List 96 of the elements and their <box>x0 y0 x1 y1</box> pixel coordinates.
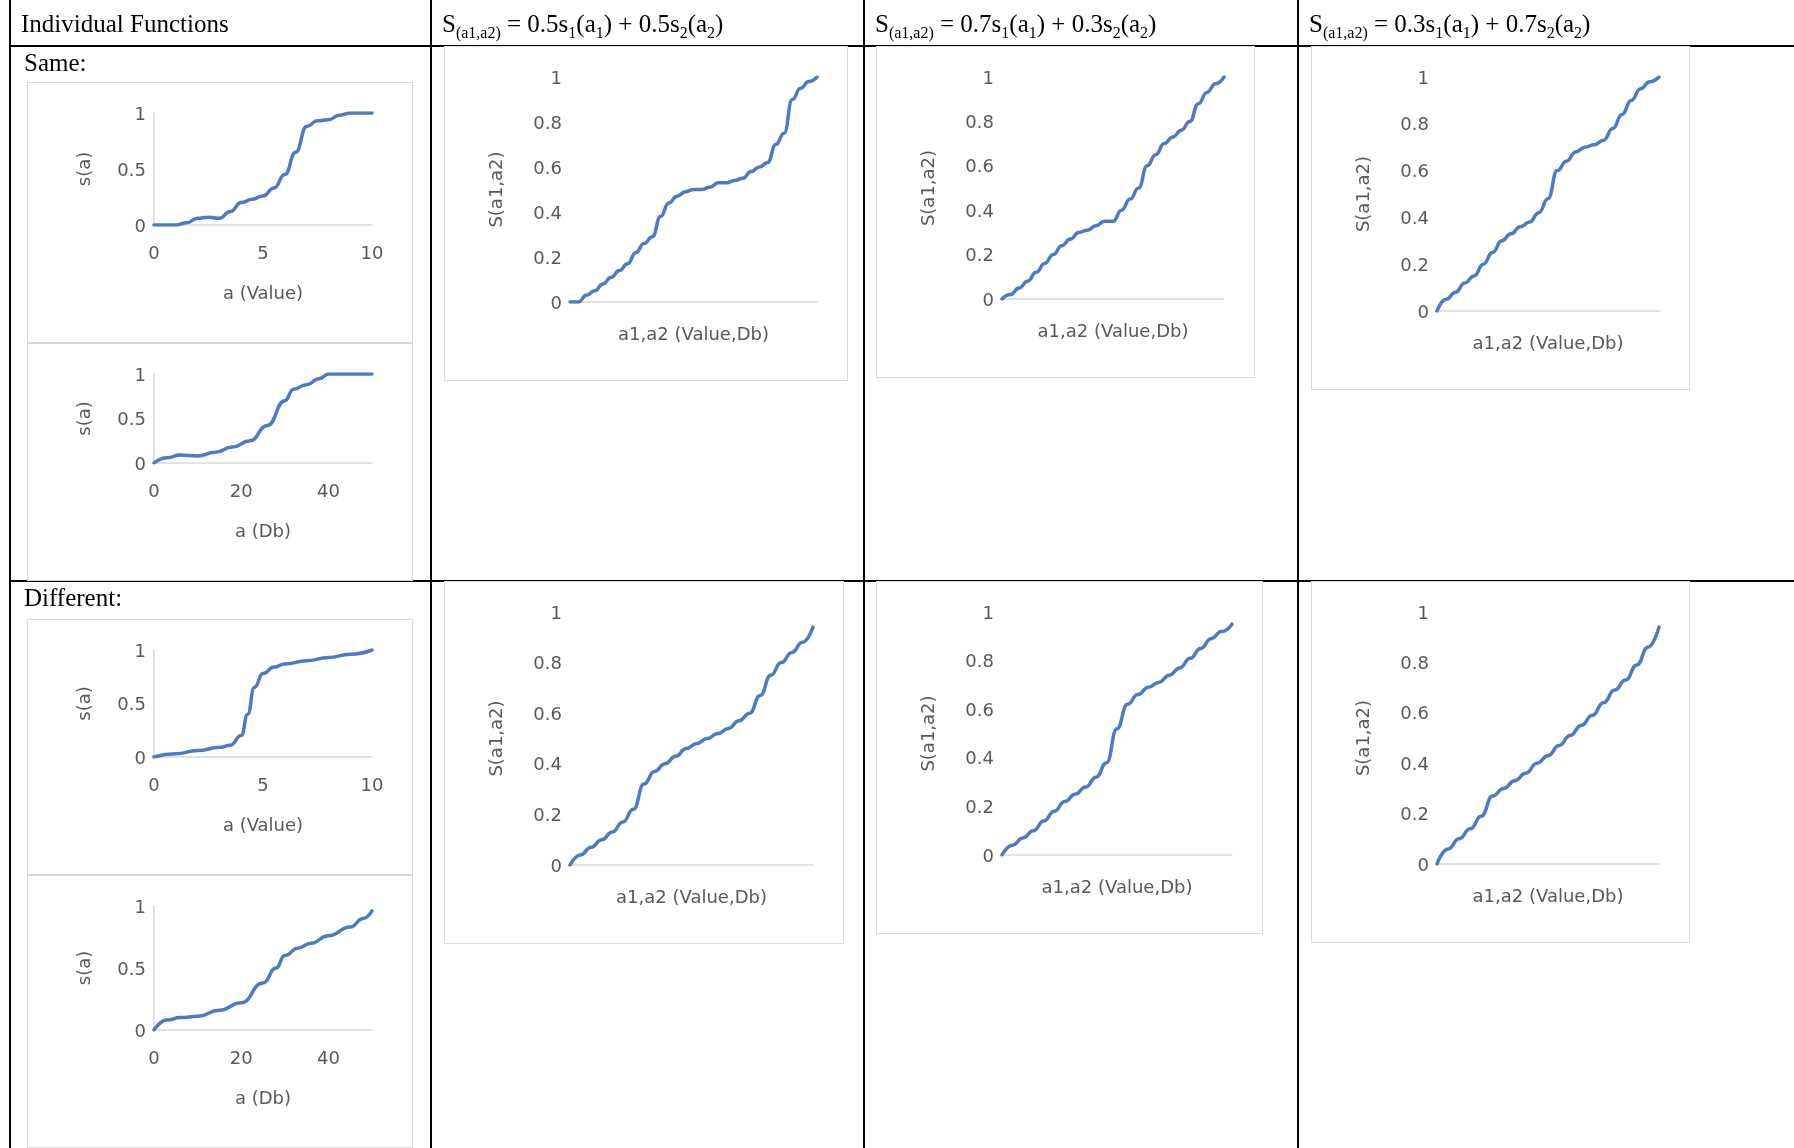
y-tick-label: 0.6 <box>1400 702 1429 724</box>
line-series <box>568 625 815 867</box>
y-tick-label: 0.8 <box>965 650 994 672</box>
y-tick-label: 1 <box>134 895 146 917</box>
y-tick-label: 0.4 <box>533 201 562 223</box>
chart-title: Individual Functions <box>21 10 229 38</box>
y-tick-label: 0.2 <box>965 795 994 817</box>
y-tick-label: 0.2 <box>533 803 562 825</box>
y-tick-label: 0 <box>550 854 562 876</box>
y-tick-label: 1 <box>134 363 146 385</box>
y-axis-title: S(a1,a2) <box>1351 699 1373 777</box>
text: Different: <box>24 584 123 612</box>
line-series <box>1435 75 1661 313</box>
x-tick-label: 20 <box>229 1046 253 1068</box>
x-axis-title: a1,a2 (Value,Db) <box>1037 319 1189 341</box>
y-axis-title: s(a) <box>72 151 94 187</box>
y-tick-label: 0.2 <box>1400 253 1429 275</box>
y-axis-title: S(a1,a2) <box>484 151 506 228</box>
x-tick-label: 20 <box>229 479 253 501</box>
x-axis-title: a1,a2 (Value,Db) <box>618 322 769 344</box>
x-tick-label: 0 <box>148 773 160 795</box>
x-axis-title: a1,a2 (Value,Db) <box>1041 875 1193 897</box>
y-tick-label: 1 <box>550 601 562 623</box>
y-axis-title: S(a1,a2) <box>484 700 506 777</box>
y-tick-label: 0.8 <box>533 111 562 133</box>
y-tick-label: 0.5 <box>117 408 146 429</box>
y-tick-label: 0.6 <box>965 155 994 177</box>
line-series <box>152 909 374 1032</box>
y-tick-label: 1 <box>134 639 146 661</box>
y-axis-title: S(a1,a2) <box>1351 155 1373 233</box>
x-tick-label: 0 <box>148 479 160 501</box>
y-tick-label: 0.5 <box>117 693 146 714</box>
y-tick-label: 0.6 <box>533 156 562 178</box>
y-tick-label: 0.4 <box>965 199 994 221</box>
x-axis-title: a (Db) <box>234 519 292 541</box>
x-tick-label: 40 <box>316 479 340 501</box>
y-tick-label: 1 <box>982 601 994 623</box>
y-tick-label: 0 <box>550 291 562 313</box>
y-tick-label: 1 <box>550 66 562 88</box>
chart-title: S$_{(a1,a2)}$ = 0.7s$_{1}$(a$_{1}$) + 0.3s$_{2}$(a$_{2}$) <box>875 10 1157 41</box>
y-tick-label: 1 <box>134 102 146 124</box>
y-tick-label: 0 <box>134 746 146 768</box>
line-series <box>152 372 374 465</box>
line-series <box>152 111 374 227</box>
y-tick-label: 1 <box>1417 601 1429 623</box>
y-tick-label: 0 <box>982 844 994 866</box>
x-axis-title: a1,a2 (Value,Db) <box>616 885 767 907</box>
x-tick-label: 5 <box>257 241 269 263</box>
y-tick-label: 0 <box>1417 853 1429 875</box>
line-series <box>152 648 374 759</box>
y-tick-label: 1 <box>1417 66 1429 88</box>
line-series <box>1000 75 1226 301</box>
x-axis-title: a (Value) <box>222 281 304 303</box>
y-tick-label: 0 <box>1417 300 1429 322</box>
y-tick-label: 0.8 <box>965 110 994 132</box>
y-tick-label: 0 <box>982 288 994 310</box>
y-tick-label: 0 <box>134 452 146 474</box>
y-axis-title: S(a1,a2) <box>916 149 938 227</box>
y-axis-title: s(a) <box>72 686 94 721</box>
line-series <box>1435 625 1661 866</box>
x-axis-title: a1,a2 (Value,Db) <box>1472 884 1624 906</box>
y-tick-label: 0.5 <box>117 158 146 180</box>
y-tick-label: 0 <box>134 214 146 236</box>
line-series <box>1000 622 1234 857</box>
line-series <box>568 75 819 304</box>
x-tick-label: 0 <box>148 1046 160 1068</box>
y-tick-label: 1 <box>982 66 994 88</box>
text: Same: <box>24 49 87 77</box>
y-tick-label: 0.5 <box>117 957 146 979</box>
y-tick-label: 0.8 <box>1400 651 1429 673</box>
y-tick-label: 0.4 <box>533 753 562 775</box>
y-tick-label: 0.4 <box>965 747 994 769</box>
y-tick-label: 0.2 <box>965 244 994 266</box>
y-tick-label: 0.2 <box>533 246 562 268</box>
y-tick-label: 0.8 <box>1400 113 1429 135</box>
x-axis-title: a (Value) <box>222 813 304 835</box>
x-tick-label: 40 <box>316 1046 340 1068</box>
y-tick-label: 0.8 <box>533 652 562 674</box>
x-tick-label: 0 <box>148 241 160 263</box>
x-axis-title: a1,a2 (Value,Db) <box>1472 331 1624 353</box>
chart-title: S$_{(a1,a2)}$ = 0.5s$_{1}$(a$_{1}$) + 0.5s$_{2}$(a$_{2}$) <box>442 10 724 41</box>
y-tick-label: 0.2 <box>1400 803 1429 825</box>
y-tick-label: 0.4 <box>1400 752 1429 774</box>
x-tick-label: 10 <box>360 773 384 795</box>
y-tick-label: 0.4 <box>1400 206 1429 228</box>
x-tick-label: 10 <box>360 241 384 263</box>
y-tick-label: 0.6 <box>965 698 994 720</box>
y-tick-label: 0.6 <box>533 702 562 724</box>
y-axis-title: s(a) <box>72 950 94 986</box>
x-tick-label: 5 <box>257 773 269 795</box>
y-axis-title: s(a) <box>72 401 94 436</box>
y-axis-title: S(a1,a2) <box>916 695 938 772</box>
x-axis-title: a (Db) <box>234 1086 292 1108</box>
y-tick-label: 0 <box>134 1019 146 1041</box>
chart-title: S$_{(a1,a2)}$ = 0.3s$_{1}$(a$_{1}$) + 0.7s$_{2}$(a$_{2}$) <box>1309 10 1591 41</box>
y-tick-label: 0.6 <box>1400 160 1429 182</box>
